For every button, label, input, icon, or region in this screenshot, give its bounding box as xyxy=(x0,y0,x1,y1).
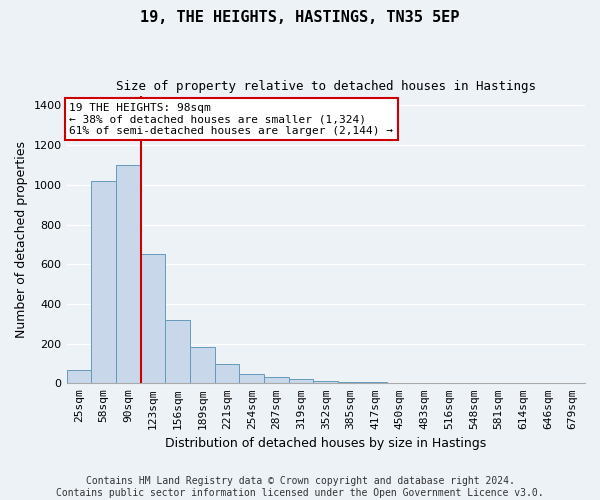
Bar xyxy=(313,381,338,384)
Bar xyxy=(363,382,388,384)
X-axis label: Distribution of detached houses by size in Hastings: Distribution of detached houses by size … xyxy=(165,437,487,450)
Bar xyxy=(388,382,412,384)
Bar xyxy=(338,382,363,384)
Bar xyxy=(116,165,140,384)
Bar xyxy=(140,254,165,384)
Text: 19 THE HEIGHTS: 98sqm
← 38% of detached houses are smaller (1,324)
61% of semi-d: 19 THE HEIGHTS: 98sqm ← 38% of detached … xyxy=(69,102,393,136)
Title: Size of property relative to detached houses in Hastings: Size of property relative to detached ho… xyxy=(116,80,536,93)
Bar xyxy=(165,320,190,384)
Text: 19, THE HEIGHTS, HASTINGS, TN35 5EP: 19, THE HEIGHTS, HASTINGS, TN35 5EP xyxy=(140,10,460,25)
Y-axis label: Number of detached properties: Number of detached properties xyxy=(15,141,28,338)
Bar xyxy=(67,370,91,384)
Text: Contains HM Land Registry data © Crown copyright and database right 2024.
Contai: Contains HM Land Registry data © Crown c… xyxy=(56,476,544,498)
Bar xyxy=(91,181,116,384)
Bar xyxy=(289,380,313,384)
Bar xyxy=(264,378,289,384)
Bar xyxy=(412,382,437,384)
Bar xyxy=(239,374,264,384)
Bar xyxy=(190,346,215,384)
Bar xyxy=(215,364,239,384)
